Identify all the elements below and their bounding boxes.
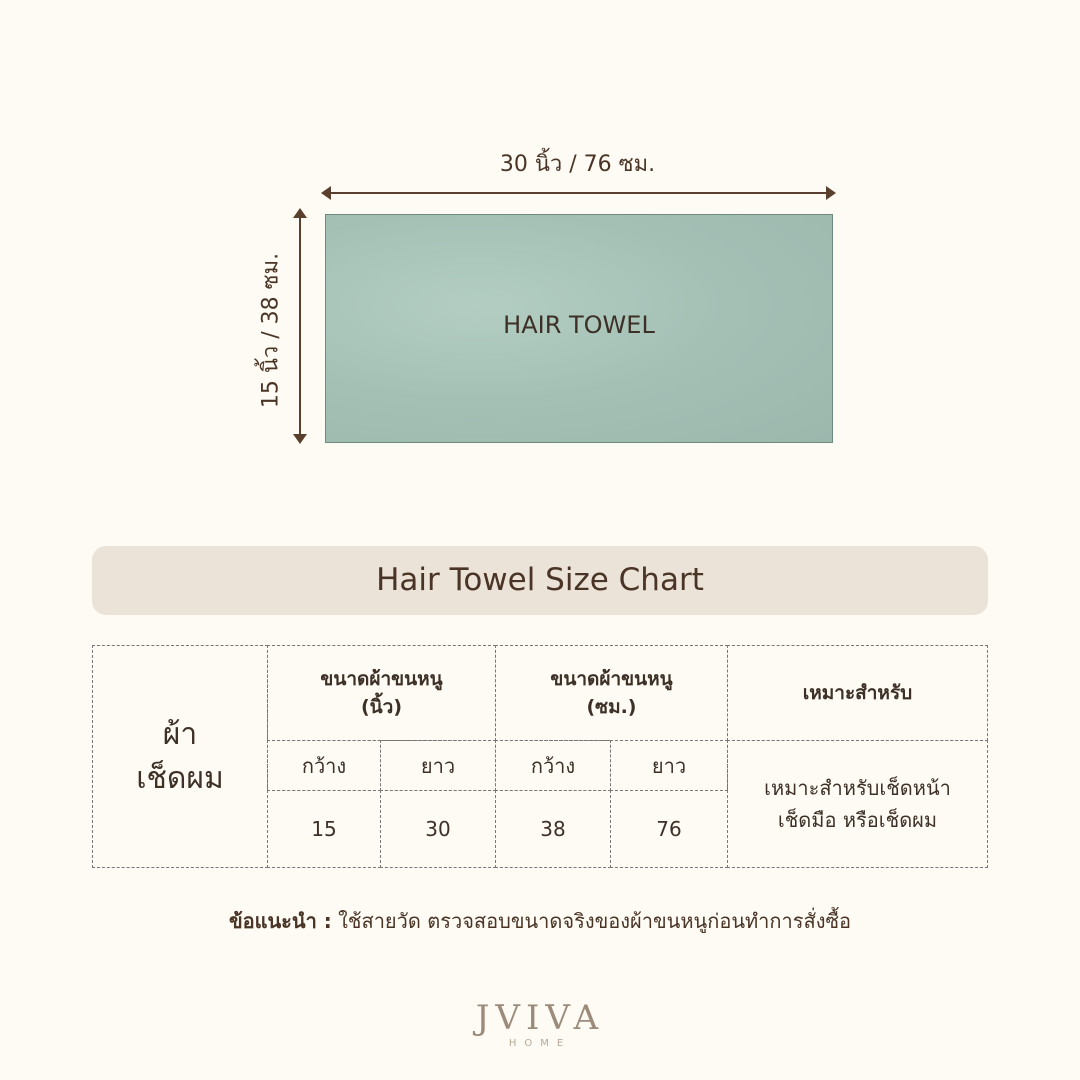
subheader-width-inch: กว้าง bbox=[267, 740, 381, 791]
towel-image: HAIR TOWEL bbox=[325, 214, 833, 443]
value-width-cm: 38 bbox=[495, 790, 611, 868]
towel-label: HAIR TOWEL bbox=[503, 311, 655, 339]
height-arrow bbox=[299, 212, 301, 442]
arrowhead-bottom bbox=[293, 434, 307, 444]
suitable-cell: เหมาะสำหรับเช็ดหน้า เช็ดมือ หรือเช็ดผม bbox=[727, 740, 988, 868]
note-label: ข้อแนะนำ : bbox=[228, 909, 332, 933]
width-label: 30 นิ้ว / 76 ซม. bbox=[499, 152, 656, 177]
header-suitable-text: เหมาะสำหรับ bbox=[802, 681, 913, 704]
header-inch-text: ขนาดผ้าขนหนู (นิ้ว) bbox=[320, 667, 443, 719]
note-text: ใช้สายวัด ตรวจสอบขนาดจริงของผ้าขนหนูก่อน… bbox=[338, 909, 852, 933]
brand-logo: JVIVA HOME bbox=[440, 998, 640, 1049]
subheader-width-cm: กว้าง bbox=[495, 740, 611, 791]
width-arrow bbox=[324, 192, 832, 194]
arrowhead-right bbox=[826, 186, 836, 200]
subheader-length-inch: ยาว bbox=[380, 740, 496, 791]
value-width-inch: 15 bbox=[267, 790, 381, 868]
header-cm-text: ขนาดผ้าขนหนู (ซม.) bbox=[550, 667, 673, 719]
logo-brand: JVIVA bbox=[475, 998, 605, 1038]
value-length-cm: 76 bbox=[610, 790, 728, 868]
subheader-length-cm: ยาว bbox=[610, 740, 728, 791]
note: ข้อแนะนำ : ใช้สายวัด ตรวจสอบขนาดจริงของผ… bbox=[0, 905, 1080, 937]
suitable-text: เหมาะสำหรับเช็ดหน้า เช็ดมือ หรือเช็ดผม bbox=[764, 776, 951, 832]
header-inch: ขนาดผ้าขนหนู (นิ้ว) bbox=[267, 645, 496, 741]
chart-title: Hair Towel Size Chart bbox=[92, 546, 988, 615]
row-label-text: ผ้า เช็ดผม bbox=[136, 717, 224, 796]
height-label: 15 นิ้ว / 38 ซม. bbox=[258, 252, 284, 409]
logo-sub: HOME bbox=[508, 1038, 572, 1049]
arrowhead-top bbox=[293, 208, 307, 218]
arrowhead-left bbox=[321, 186, 331, 200]
header-cm: ขนาดผ้าขนหนู (ซม.) bbox=[495, 645, 728, 741]
value-length-inch: 30 bbox=[380, 790, 496, 868]
row-label: ผ้า เช็ดผม bbox=[92, 645, 268, 868]
header-suitable: เหมาะสำหรับ bbox=[727, 645, 988, 741]
